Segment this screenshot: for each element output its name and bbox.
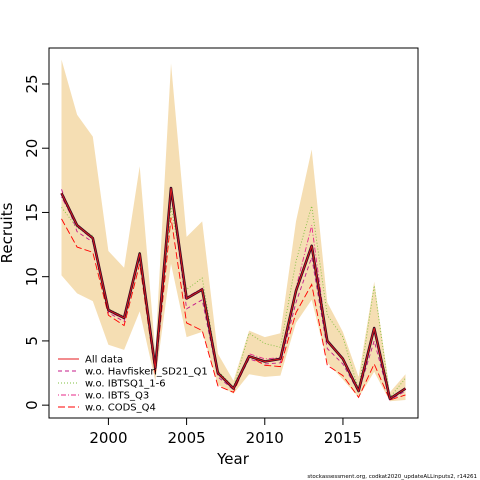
y-tick-label: 10	[23, 267, 41, 286]
legend-label: w.o. Havfisken_SD21_Q1	[85, 367, 208, 378]
x-tick-label: 2015	[324, 429, 362, 447]
legend-label: w.o. IBTSQ1_1-6	[85, 379, 166, 390]
legend-label: All data	[85, 355, 123, 366]
y-axis: 0 5 10 15 20 25	[23, 74, 50, 410]
legend-label: w.o. IBTS_Q3	[85, 391, 149, 402]
series-line-w-o-havfisken-sd21-q1	[61, 189, 406, 401]
series-layer	[60, 186, 407, 401]
y-tick-label: 5	[23, 336, 41, 346]
credit-text: stockassessment.org, codkat2020_updateAL…	[307, 474, 477, 480]
confidence-band	[61, 59, 406, 402]
y-tick-label: 15	[23, 203, 41, 222]
series-line-w-o-cods-q4	[61, 217, 406, 401]
series-line-all-data	[61, 187, 406, 400]
y-tick-label: 20	[23, 139, 41, 158]
confidence-band-layer	[61, 59, 406, 402]
x-tick-label: 2005	[167, 429, 205, 447]
x-tick-label: 2010	[246, 429, 284, 447]
legend-label: w.o. CODS_Q4	[85, 403, 156, 414]
y-tick-label: 25	[23, 74, 41, 93]
x-axis: 2000 2005 2010 2015	[89, 417, 362, 447]
x-tick-label: 2000	[89, 429, 127, 447]
x-axis-title: Year	[216, 450, 250, 468]
y-tick-label: 0	[23, 400, 41, 410]
y-axis-title: Recruits	[0, 202, 16, 263]
